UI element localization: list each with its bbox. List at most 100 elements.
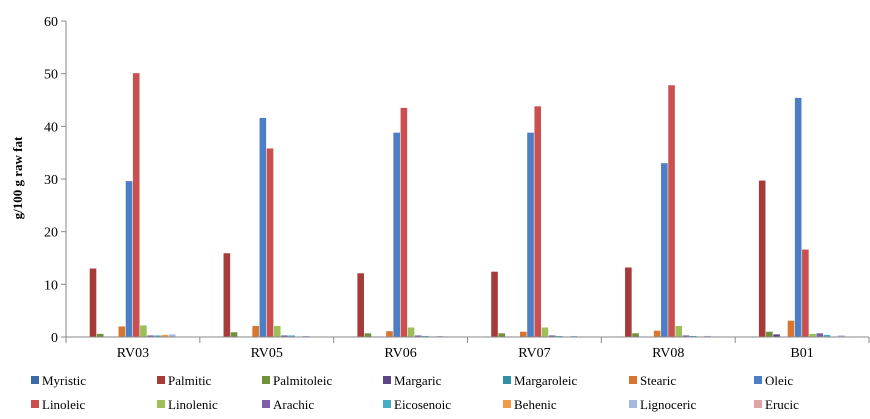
bar-palmitic-rv05: [223, 253, 231, 337]
y-tick-label: 20: [44, 226, 58, 241]
bar-palmitic-rv08: [625, 267, 632, 337]
y-tick-label: 60: [44, 15, 58, 30]
legend-label: Palmitoleic: [273, 373, 332, 388]
legend-swatch: [503, 376, 511, 384]
legend-swatch: [754, 400, 762, 408]
legend-item-erucic: Erucic: [754, 397, 799, 412]
x-tick-label: RV05: [251, 346, 283, 361]
bar-arachic-rv07: [548, 335, 556, 337]
bar-arachic-b01: [816, 333, 824, 337]
y-tick-label: 30: [44, 173, 58, 188]
legend-label: Erucic: [765, 397, 799, 412]
bar-lignoceric-rv06: [436, 335, 444, 337]
bar-oleic-rv03: [125, 181, 133, 337]
bar-lignoceric-rv08: [704, 335, 711, 337]
bar-eicosenoic-rv03: [154, 335, 162, 337]
legend-item-palmitoleic: Palmitoleic: [262, 373, 332, 388]
legend-label: Margaric: [394, 373, 442, 388]
legend-label: Linolenic: [168, 397, 218, 412]
bar-stearic-b01: [787, 320, 795, 337]
legend-swatch: [31, 400, 39, 408]
legend-label: Stearic: [640, 373, 676, 388]
legend-swatch: [629, 400, 637, 408]
bar-linoleic-rv03: [132, 73, 140, 337]
legend-swatch: [262, 376, 270, 384]
legend-item-myristic: Myristic: [31, 373, 86, 388]
bar-arachic-rv03: [147, 335, 154, 337]
bar-arachic-rv05: [281, 335, 288, 337]
bar-oleic-rv05: [259, 117, 267, 337]
x-tick-label: RV03: [117, 346, 149, 361]
legend-label: Linoleic: [42, 397, 86, 412]
legend-label: Palmitic: [168, 373, 212, 388]
bar-linolenic-rv06: [407, 327, 415, 337]
bar-palmitic-b01: [758, 180, 766, 337]
bar-palmitoleic-rv03: [96, 333, 104, 337]
legend-label: Arachic: [273, 397, 314, 412]
legend-item-eicosenoic: Eicosenoic: [383, 397, 451, 412]
legend-item-margaroleic: Margaroleic: [503, 373, 578, 388]
legend-item-linoleic: Linoleic: [31, 397, 86, 412]
bar-stearic-rv05: [252, 325, 259, 337]
legend-item-margaric: Margaric: [383, 373, 442, 388]
bar-stearic-rv08: [653, 330, 661, 337]
legend-swatch: [262, 400, 270, 408]
legend-item-lignoceric: Lignoceric: [629, 397, 697, 412]
bar-stearic-rv03: [118, 326, 126, 337]
bar-oleic-rv08: [661, 163, 668, 337]
y-tick-label: 50: [44, 68, 58, 83]
axes: [65, 21, 870, 343]
bar-lignoceric-rv05: [302, 335, 310, 337]
bar-eicosenoic-rv07: [556, 335, 563, 337]
legend-item-palmitic: Palmitic: [157, 373, 212, 388]
bar-lignoceric-rv03: [168, 334, 176, 337]
bars: [82, 73, 852, 338]
bar-oleic-rv07: [527, 132, 534, 337]
legend-label: Myristic: [42, 373, 86, 388]
bar-palmitoleic-rv06: [364, 333, 372, 337]
bar-palmitic-rv03: [89, 268, 97, 337]
bar-eicosenoic-rv08: [689, 335, 697, 337]
bar-margaric-b01: [773, 334, 780, 337]
bar-eicosenoic-rv05: [288, 335, 295, 337]
x-tick-label: RV07: [518, 346, 550, 361]
bar-eicosenoic-b01: [823, 334, 831, 337]
bar-palmitic-rv06: [357, 273, 364, 337]
bar-linolenic-rv03: [140, 325, 147, 337]
bar-oleic-rv06: [393, 132, 400, 337]
bar-stearic-rv06: [386, 331, 393, 337]
legend-label: Behenic: [514, 397, 557, 412]
x-axis-labels: RV03 RV05 RV06 RV07 RV08 B01: [117, 346, 814, 361]
legend-swatch: [383, 400, 391, 408]
bar-linolenic-b01: [809, 333, 816, 337]
legend-swatch: [31, 376, 39, 384]
bar-palmitic-rv07: [491, 271, 498, 337]
legend-swatch: [629, 376, 637, 384]
bar-stearic-rv07: [520, 331, 527, 337]
legend-item-behenic: Behenic: [503, 397, 557, 412]
legend-swatch: [754, 376, 762, 384]
x-tick-label: B01: [790, 346, 813, 361]
bar-palmitoleic-b01: [766, 331, 773, 337]
legend-swatch: [383, 376, 391, 384]
bar-linoleic-b01: [802, 249, 809, 337]
bar-linoleic-rv05: [266, 148, 274, 337]
bar-palmitoleic-rv05: [230, 332, 238, 337]
legend-item-arachic: Arachic: [262, 397, 314, 412]
legend: Myristic Palmitic Palmitoleic Margaric Marga…: [31, 373, 799, 412]
legend-item-oleic: Oleic: [754, 373, 793, 388]
bar-linolenic-rv07: [541, 327, 549, 337]
bar-linoleic-rv07: [534, 106, 542, 337]
y-tick-label: 40: [44, 120, 58, 135]
y-axis-title: g/100 g raw fat: [10, 136, 25, 219]
bar-linolenic-rv08: [675, 325, 683, 337]
bar-linoleic-rv08: [668, 85, 675, 337]
legend-label: Eicosenoic: [394, 397, 451, 412]
x-tick-label: RV06: [384, 346, 416, 361]
legend-item-linolenic: Linolenic: [157, 397, 218, 412]
bar-behenic-rv03: [161, 334, 169, 337]
bar-lignoceric-rv07: [570, 335, 578, 337]
bar-eicosenoic-rv06: [422, 335, 429, 337]
bar-arachic-rv08: [682, 335, 690, 337]
